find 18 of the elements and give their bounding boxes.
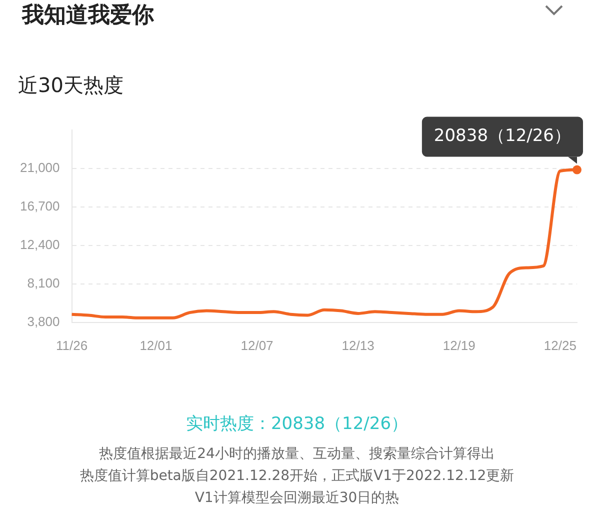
text: V1计算模型会回溯最近30日的热 [194, 489, 400, 508]
y-tick-label: 3,800 [27, 314, 60, 329]
y-tick-label: 8,100 [27, 275, 60, 290]
text: 实时热度：20838（12/26） [184, 413, 410, 435]
x-tick-label: 11/26 [56, 338, 88, 353]
text: 热度值根据最近24小时的播放量、互动量、搜索量综合计算得出 [98, 445, 496, 464]
chart-title: 我知道我爱你 [22, 2, 154, 30]
chart-subtitle: 近30天热度 [18, 72, 124, 99]
x-tick-label: 12/19 [442, 338, 476, 353]
y-tick-label: 21,000 [20, 160, 60, 175]
y-tick-label: 12,400 [20, 236, 60, 252]
x-tick-label: 12/13 [342, 338, 374, 353]
x-tick-label: 12/07 [240, 338, 274, 353]
x-tick-label: 12/01 [140, 338, 172, 353]
y-tick-label: 16,700 [20, 198, 60, 214]
text: 热度值计算beta版自2021.12.28开始，正式版V1于2022.12.12更新 [78, 467, 516, 486]
annotation: 20838（12/26） [434, 126, 572, 146]
x-tick-label: 12/25 [544, 338, 576, 353]
